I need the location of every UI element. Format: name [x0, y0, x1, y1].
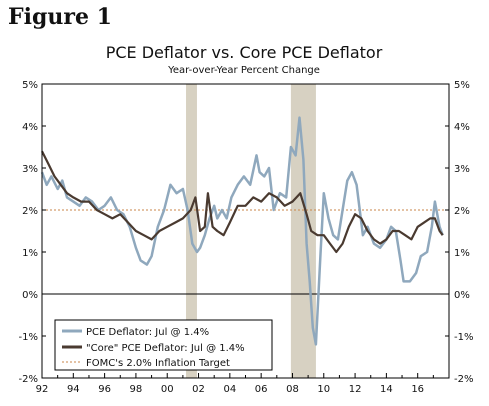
y-tick-label-left: 3%: [22, 164, 38, 175]
x-tick-label: 08: [286, 384, 299, 395]
y-tick-label-left: 0%: [22, 290, 38, 301]
y-tick-label-right: -1%: [454, 332, 473, 343]
legend: PCE Deflator: Jul @ 1.4% "Core" PCE Defl…: [54, 319, 273, 371]
chart-title: PCE Deflator vs. Core PCE Deflator: [106, 43, 383, 62]
series-lines: [40, 116, 444, 346]
series-line-pce: [40, 116, 444, 346]
series-line-core: [41, 150, 444, 254]
y-tick-label-left: 4%: [22, 122, 38, 133]
x-tick-label: 98: [130, 384, 143, 395]
y-tick-label-right: 1%: [454, 248, 470, 259]
legend-box: [54, 319, 273, 371]
x-tick-label: 92: [36, 384, 49, 395]
x-tick-label: 02: [192, 384, 205, 395]
legend-label-pce: PCE Deflator: Jul @ 1.4%: [86, 327, 209, 338]
x-tick-label: 10: [317, 384, 330, 395]
x-tick-label: 96: [98, 384, 111, 395]
x-tick-label: 04: [223, 384, 236, 395]
y-tick-label-right: 0%: [454, 290, 470, 301]
x-tick-label: 06: [255, 384, 268, 395]
figure-label: Figure 1: [8, 4, 112, 30]
y-tick-label-left: -2%: [19, 374, 38, 385]
y-tick-label-right: 3%: [454, 164, 470, 175]
x-tick-label: 12: [349, 384, 362, 395]
x-tick-label: 16: [411, 384, 424, 395]
x-tick-label: 00: [161, 384, 174, 395]
y-tick-label-right: 5%: [454, 80, 470, 91]
chart-subtitle: Year-over-Year Percent Change: [167, 65, 320, 76]
y-tick-label-left: 2%: [22, 206, 38, 217]
y-tick-label-left: 5%: [22, 80, 38, 91]
x-tick-label: 94: [67, 384, 80, 395]
y-tick-label-left: 1%: [22, 248, 38, 259]
reference-lines: [42, 209, 449, 295]
y-tick-label-right: 2%: [454, 206, 470, 217]
axes: 5% 5%4% 4%3% 3%2% 2%1% 1%0% 0%-1% -1%-2% -2%92 94…: [19, 80, 474, 395]
legend-label-target: FOMC's 2.0% Inflation Target: [86, 358, 230, 369]
y-tick-label-right: 4%: [454, 122, 470, 133]
legend-label-core: "Core" PCE Deflator: Jul @ 1.4%: [86, 343, 245, 354]
y-tick-label-left: -1%: [19, 332, 38, 343]
y-tick-label-right: -2%: [454, 374, 473, 385]
x-tick-label: 14: [380, 384, 393, 395]
